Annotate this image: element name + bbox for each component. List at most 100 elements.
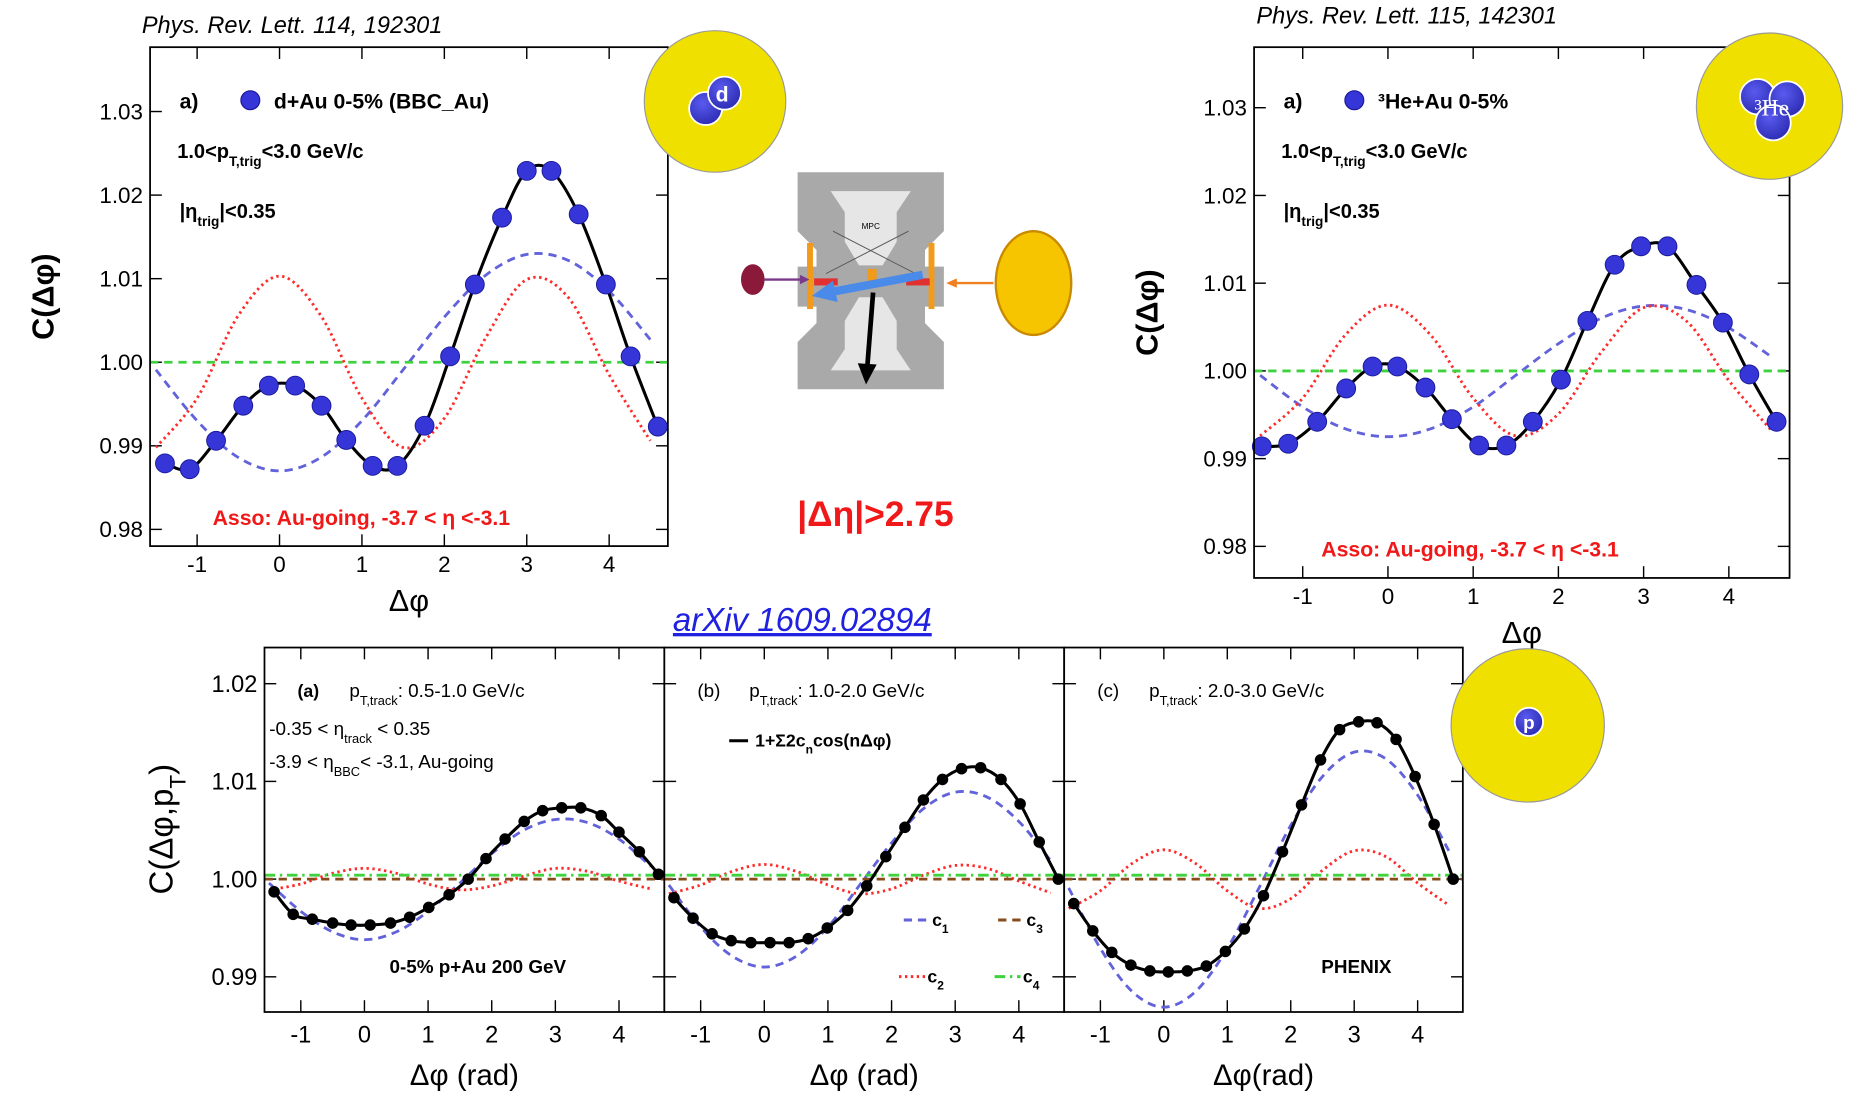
annotation-part: -0.35 < η	[269, 718, 344, 739]
data-point	[345, 919, 357, 931]
x-tick-label: -1	[187, 552, 207, 577]
x-tick-label: 3	[1348, 1022, 1361, 1048]
legend-label: c1	[932, 910, 949, 936]
data-point	[764, 936, 776, 949]
data-point	[568, 204, 589, 225]
data-point	[516, 160, 537, 181]
data-point	[440, 346, 461, 367]
legend-marker	[240, 90, 261, 111]
annotation-part: T,track	[760, 693, 798, 708]
data-point	[802, 932, 814, 945]
plot-background	[664, 647, 1065, 1012]
data-point	[1631, 236, 1651, 257]
data-point	[1200, 960, 1213, 972]
data-point	[155, 453, 175, 474]
data-point	[1409, 770, 1421, 783]
data-point	[1295, 799, 1308, 811]
data-point	[860, 880, 873, 892]
annotation-part: 1.0<p	[1281, 141, 1333, 163]
component-line	[1259, 303, 1773, 439]
y-tick-label: 1.01	[212, 769, 258, 795]
legend-label-part: c	[932, 910, 942, 930]
y-tick-label: 0.99	[212, 964, 258, 990]
data-point	[1390, 733, 1402, 746]
data-point	[1307, 411, 1328, 432]
x-tick-label: 1	[1221, 1022, 1234, 1048]
component-line	[1067, 749, 1451, 1009]
plot-frame	[149, 46, 669, 547]
y-tick-label: 1.03	[99, 99, 143, 124]
data-point	[1371, 716, 1383, 729]
annotation: 1.0<pT,trig<3.0 GeV/c	[177, 141, 363, 169]
plot-area: -1 0 1 2 3 4 0.98 0.99 1.00 1.01 1.02 1.03	[99, 46, 669, 577]
annotation: (b)	[697, 680, 720, 701]
x-tick-label: 2	[1284, 1022, 1297, 1048]
x-tick-label: -1	[690, 1022, 711, 1048]
data-point	[1428, 818, 1440, 831]
data-point	[387, 455, 408, 476]
legend-label-part: n	[806, 743, 813, 757]
x-tick-label: 3	[549, 1022, 562, 1048]
plot-area: -1 0 1 2 3 4 0.99 1.00 1.01 1.02	[212, 646, 666, 1048]
annotation-part: < -3.1, Au-going	[360, 751, 494, 772]
data-point	[492, 207, 512, 228]
annotation-part: <3.0 GeV/c	[1366, 141, 1468, 163]
reference-link[interactable]: arXiv 1609.02894	[673, 601, 932, 638]
x-tick-label: 0	[758, 1022, 771, 1048]
x-axis-label: Δφ (rad)	[410, 1059, 519, 1092]
data-point	[821, 922, 834, 934]
y-axis-label-part: T	[165, 775, 190, 789]
y-tick-label: 0.99	[1203, 446, 1247, 471]
y-axis-label: C(Δφ)	[26, 253, 60, 340]
data-point	[1333, 723, 1346, 736]
plot-area: -1 0 1 2 3 4	[663, 646, 1066, 1048]
data-point	[1181, 965, 1194, 977]
legend-label: c4	[1023, 967, 1040, 993]
data-point	[285, 375, 306, 396]
nucleus-label: ³He	[1755, 96, 1790, 122]
x-tick-label: -1	[290, 1022, 311, 1048]
data-point	[936, 773, 949, 786]
data-point	[1657, 236, 1678, 257]
annotation-part: |<0.35	[1323, 201, 1379, 223]
annotation: pT,track: 1.0-2.0 GeV/c	[749, 680, 924, 708]
legend-label: c2	[927, 967, 944, 993]
data-point	[1336, 378, 1357, 399]
plot-background	[1254, 47, 1790, 578]
component-line	[1067, 848, 1451, 911]
data-point	[706, 928, 718, 940]
data-point	[464, 274, 485, 295]
component-line	[268, 817, 652, 942]
data-point	[1739, 364, 1760, 385]
annotation-part: track	[344, 730, 372, 745]
component-line	[154, 252, 652, 473]
data-point	[687, 912, 699, 924]
citation: Phys. Rev. Lett. 114, 192301	[142, 12, 443, 38]
data-point	[652, 868, 665, 881]
y-tick-label: 0.98	[1203, 534, 1247, 559]
plot-area: -1 0 1 2 3 4	[1063, 646, 1464, 1048]
data-point	[1251, 436, 1272, 457]
component-line	[667, 789, 1052, 969]
plot-background	[264, 647, 665, 1012]
data-point	[995, 773, 1007, 786]
legend-label-part: cos(nΔφ)	[813, 731, 892, 751]
data-point	[613, 826, 625, 838]
data-point	[1712, 312, 1733, 333]
plot-frame	[1253, 46, 1791, 579]
annotation-part: |η	[1284, 201, 1302, 223]
data-point	[917, 794, 930, 806]
nucleus-label: d	[716, 83, 729, 106]
data-point	[668, 891, 680, 904]
legend-label-part: 4	[1033, 979, 1040, 993]
data-point	[287, 908, 299, 921]
component-line	[268, 866, 652, 892]
annotation: -0.35 < ηtrack < 0.35	[269, 718, 430, 746]
x-axis-label: Δφ	[1502, 616, 1542, 650]
plot-background	[150, 47, 668, 547]
annotation-part: trig	[1301, 214, 1323, 229]
x-tick-label: 2	[485, 1022, 498, 1048]
x-tick-label: 4	[1411, 1022, 1424, 1048]
data-point	[179, 459, 200, 480]
data-point	[1219, 945, 1232, 958]
